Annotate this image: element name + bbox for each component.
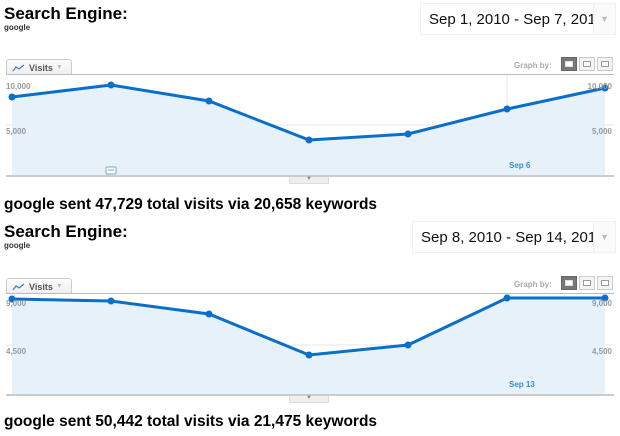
date-range-picker[interactable]: Sep 1, 2010 - Sep 7, 2010 ▼ (420, 3, 616, 35)
svg-text:5,000: 5,000 (592, 127, 613, 136)
svg-text:9,000: 9,000 (592, 299, 613, 308)
graph-by-day-button[interactable] (561, 276, 577, 290)
hover-date-label: Sep 13 (509, 380, 535, 389)
month-icon (601, 61, 609, 67)
chart-bottom-border (6, 175, 614, 177)
chevron-down-icon[interactable]: ▼ (593, 222, 615, 252)
chart-top-border (6, 293, 614, 294)
date-range-value: Sep 1, 2010 - Sep 7, 2010 (429, 10, 605, 28)
date-range-value: Sep 8, 2010 - Sep 14, 2010 (421, 228, 605, 246)
metric-label: Visits (29, 62, 53, 73)
day-icon (565, 61, 573, 67)
panel-week-2: Search Engine: google Sep 8, 2010 - Sep … (0, 218, 620, 436)
graph-by-month-button[interactable] (597, 57, 613, 71)
graph-by-week-button[interactable] (579, 276, 595, 290)
chart-top-border (6, 74, 614, 75)
graph-by-month-button[interactable] (597, 276, 613, 290)
graph-by-label: Graph by: (514, 61, 552, 70)
annotation-icon (105, 166, 117, 175)
graph-by-day-button[interactable] (561, 57, 577, 71)
week-icon (583, 280, 591, 286)
chevron-down-icon[interactable]: ▼ (593, 4, 615, 34)
week-icon (583, 61, 591, 67)
metric-dropdown[interactable]: Visits ▼ (6, 278, 72, 294)
svg-text:10,000: 10,000 (588, 82, 613, 91)
y-label: 5,000 (6, 127, 27, 136)
section-title: Search Engine: (4, 222, 128, 241)
graph-by-week-button[interactable] (579, 57, 595, 71)
chart-bottom-border (6, 394, 614, 396)
graph-by-label: Graph by: (514, 280, 552, 289)
section-subtitle: google (4, 23, 31, 32)
collapse-chart-button[interactable]: ▼ (289, 395, 329, 403)
y-label: 4,500 (6, 347, 27, 356)
section-subtitle: google (4, 241, 31, 250)
day-icon (565, 280, 573, 286)
panel-week-1: Search Engine: google Sep 1, 2010 - Sep … (0, 3, 620, 213)
collapse-chart-button[interactable]: ▼ (289, 176, 329, 184)
chevron-down-icon: ▼ (55, 283, 63, 290)
svg-text:4,500: 4,500 (592, 347, 613, 356)
chevron-down-icon: ▼ (55, 64, 63, 71)
month-icon (601, 280, 609, 286)
visits-chart[interactable]: 10,000 5,000 10,000 5,000 Sep 6 (0, 75, 620, 175)
y-label: 9,000 (6, 299, 27, 308)
date-range-picker[interactable]: Sep 8, 2010 - Sep 14, 2010 ▼ (412, 221, 616, 253)
y-label: 10,000 (6, 82, 31, 91)
metric-dropdown[interactable]: Visits ▼ (6, 59, 72, 75)
line-chart-icon (12, 283, 25, 290)
line-chart-icon (12, 64, 25, 71)
hover-date-label: Sep 6 (509, 161, 531, 170)
section-title: Search Engine: (4, 4, 128, 23)
summary-text: google sent 47,729 total visits via 20,6… (4, 196, 378, 213)
visits-chart-area[interactable]: 9,000 4,500 9,000 4,500 Sep 13 (0, 294, 620, 394)
summary-text: google sent 50,442 total visits via 21,4… (4, 413, 378, 430)
metric-label: Visits (29, 281, 53, 292)
